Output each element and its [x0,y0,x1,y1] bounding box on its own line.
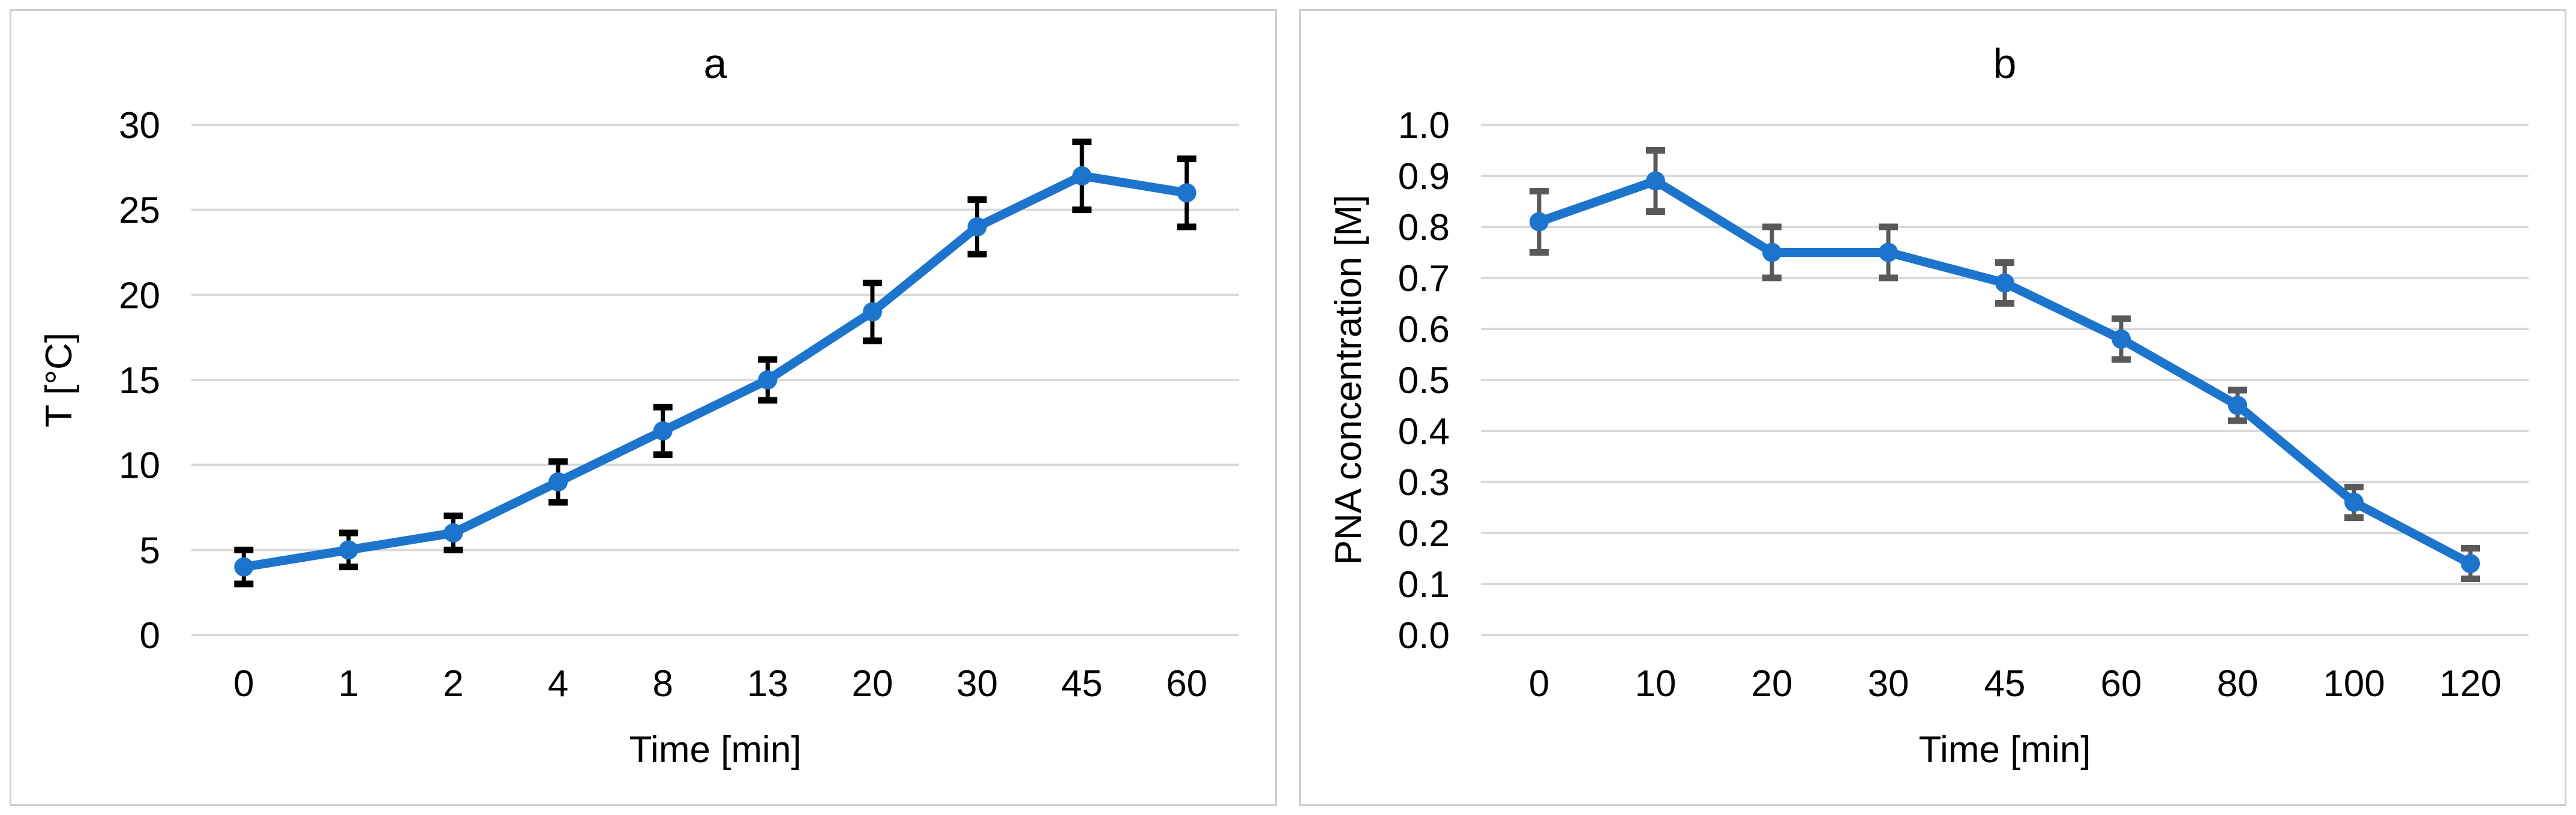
y-tick-label: 0.2 [1398,513,1450,555]
x-axis-title-a: Time [min] [629,729,801,771]
y-tick-label: 30 [119,105,160,146]
x-tick-label: 10 [1635,663,1677,705]
y-tick-label: 5 [140,530,160,571]
y-tick-label: 0.3 [1398,462,1450,504]
y-tick-label: 10 [119,445,160,487]
data-point-marker [1995,273,2014,293]
data-point-marker [1177,183,1196,203]
chart-title-a: a [704,40,727,87]
data-point-marker [234,557,254,577]
x-tick-label: 0 [1529,663,1549,705]
x-tick-label: 1 [338,663,359,705]
chart-panel-b: b Time [min] PNA concentration [M] 0.0 0.… [1299,9,2566,806]
x-tick-label: 2 [443,663,463,705]
series-line [1534,176,2475,568]
chart-a-canvas: a Time [min] T [°C] 0 5 10 15 20 25 30 0 1 2 4 8 13 2… [38,40,1239,771]
data-point-marker [862,302,882,322]
data-point-marker [1072,166,1092,185]
y-tick-label: 0.1 [1398,564,1450,606]
y-tick-label: 0.4 [1398,411,1450,453]
x-tick-label: 30 [956,663,998,705]
chart-panel-a: a Time [min] T [°C] 0 5 10 15 20 25 30 0 1 2 4 8 13 2… [10,9,1277,806]
y-tick-label: 0.5 [1398,360,1450,401]
y-tick-label: 0.9 [1398,156,1450,197]
data-point-marker [548,472,568,492]
chart-b-canvas: b Time [min] PNA concentration [M] 0.0 0.… [1328,40,2529,771]
data-point-marker [2461,554,2480,573]
y-tick-label: 1.0 [1398,105,1450,146]
x-tick-label: 0 [233,663,254,705]
data-point-marker [1530,212,1549,232]
y-tick-label: 0 [140,615,160,657]
x-tick-label: 45 [1984,663,2026,705]
x-tick-label: 30 [1868,663,1909,705]
chart-title-b: b [1993,40,2017,87]
y-tick-label: 0.0 [1398,615,1450,657]
data-point-marker [2228,395,2247,415]
y-tick-label: 15 [119,360,160,401]
y-tick-label: 0.7 [1398,258,1450,299]
x-tick-label: 60 [2101,663,2142,705]
data-point-marker [443,523,463,543]
data-point-marker [1879,242,1898,262]
y-axis-title-b: PNA concentration [M] [1328,195,1369,565]
x-tick-label: 120 [2439,663,2501,705]
data-point-marker [758,370,778,389]
y-tick-label: 20 [119,275,160,316]
x-tick-label: 45 [1061,663,1103,705]
y-tick-label: 25 [119,190,160,232]
series-line [239,171,1192,572]
x-tick-label: 60 [1166,663,1207,705]
x-axis-title-b: Time [min] [1918,729,2091,771]
data-point-marker [2344,493,2364,512]
y-tick-label: 0.6 [1398,309,1450,350]
data-point-marker [653,421,673,441]
x-tick-label: 8 [652,663,673,705]
x-tick-label: 13 [747,663,788,705]
y-axis-title-a: T [°C] [38,332,80,427]
x-tick-label: 4 [548,663,568,705]
x-tick-label: 20 [851,663,893,705]
x-tick-label: 20 [1752,663,1793,705]
data-point-marker [2112,329,2131,349]
y-tick-label: 0.8 [1398,207,1450,248]
x-tick-label: 100 [2323,663,2385,705]
data-point-marker [338,540,358,560]
data-point-marker [1762,242,1782,262]
data-point-marker [967,217,987,236]
data-point-marker [1646,171,1665,191]
x-tick-label: 80 [2217,663,2259,705]
